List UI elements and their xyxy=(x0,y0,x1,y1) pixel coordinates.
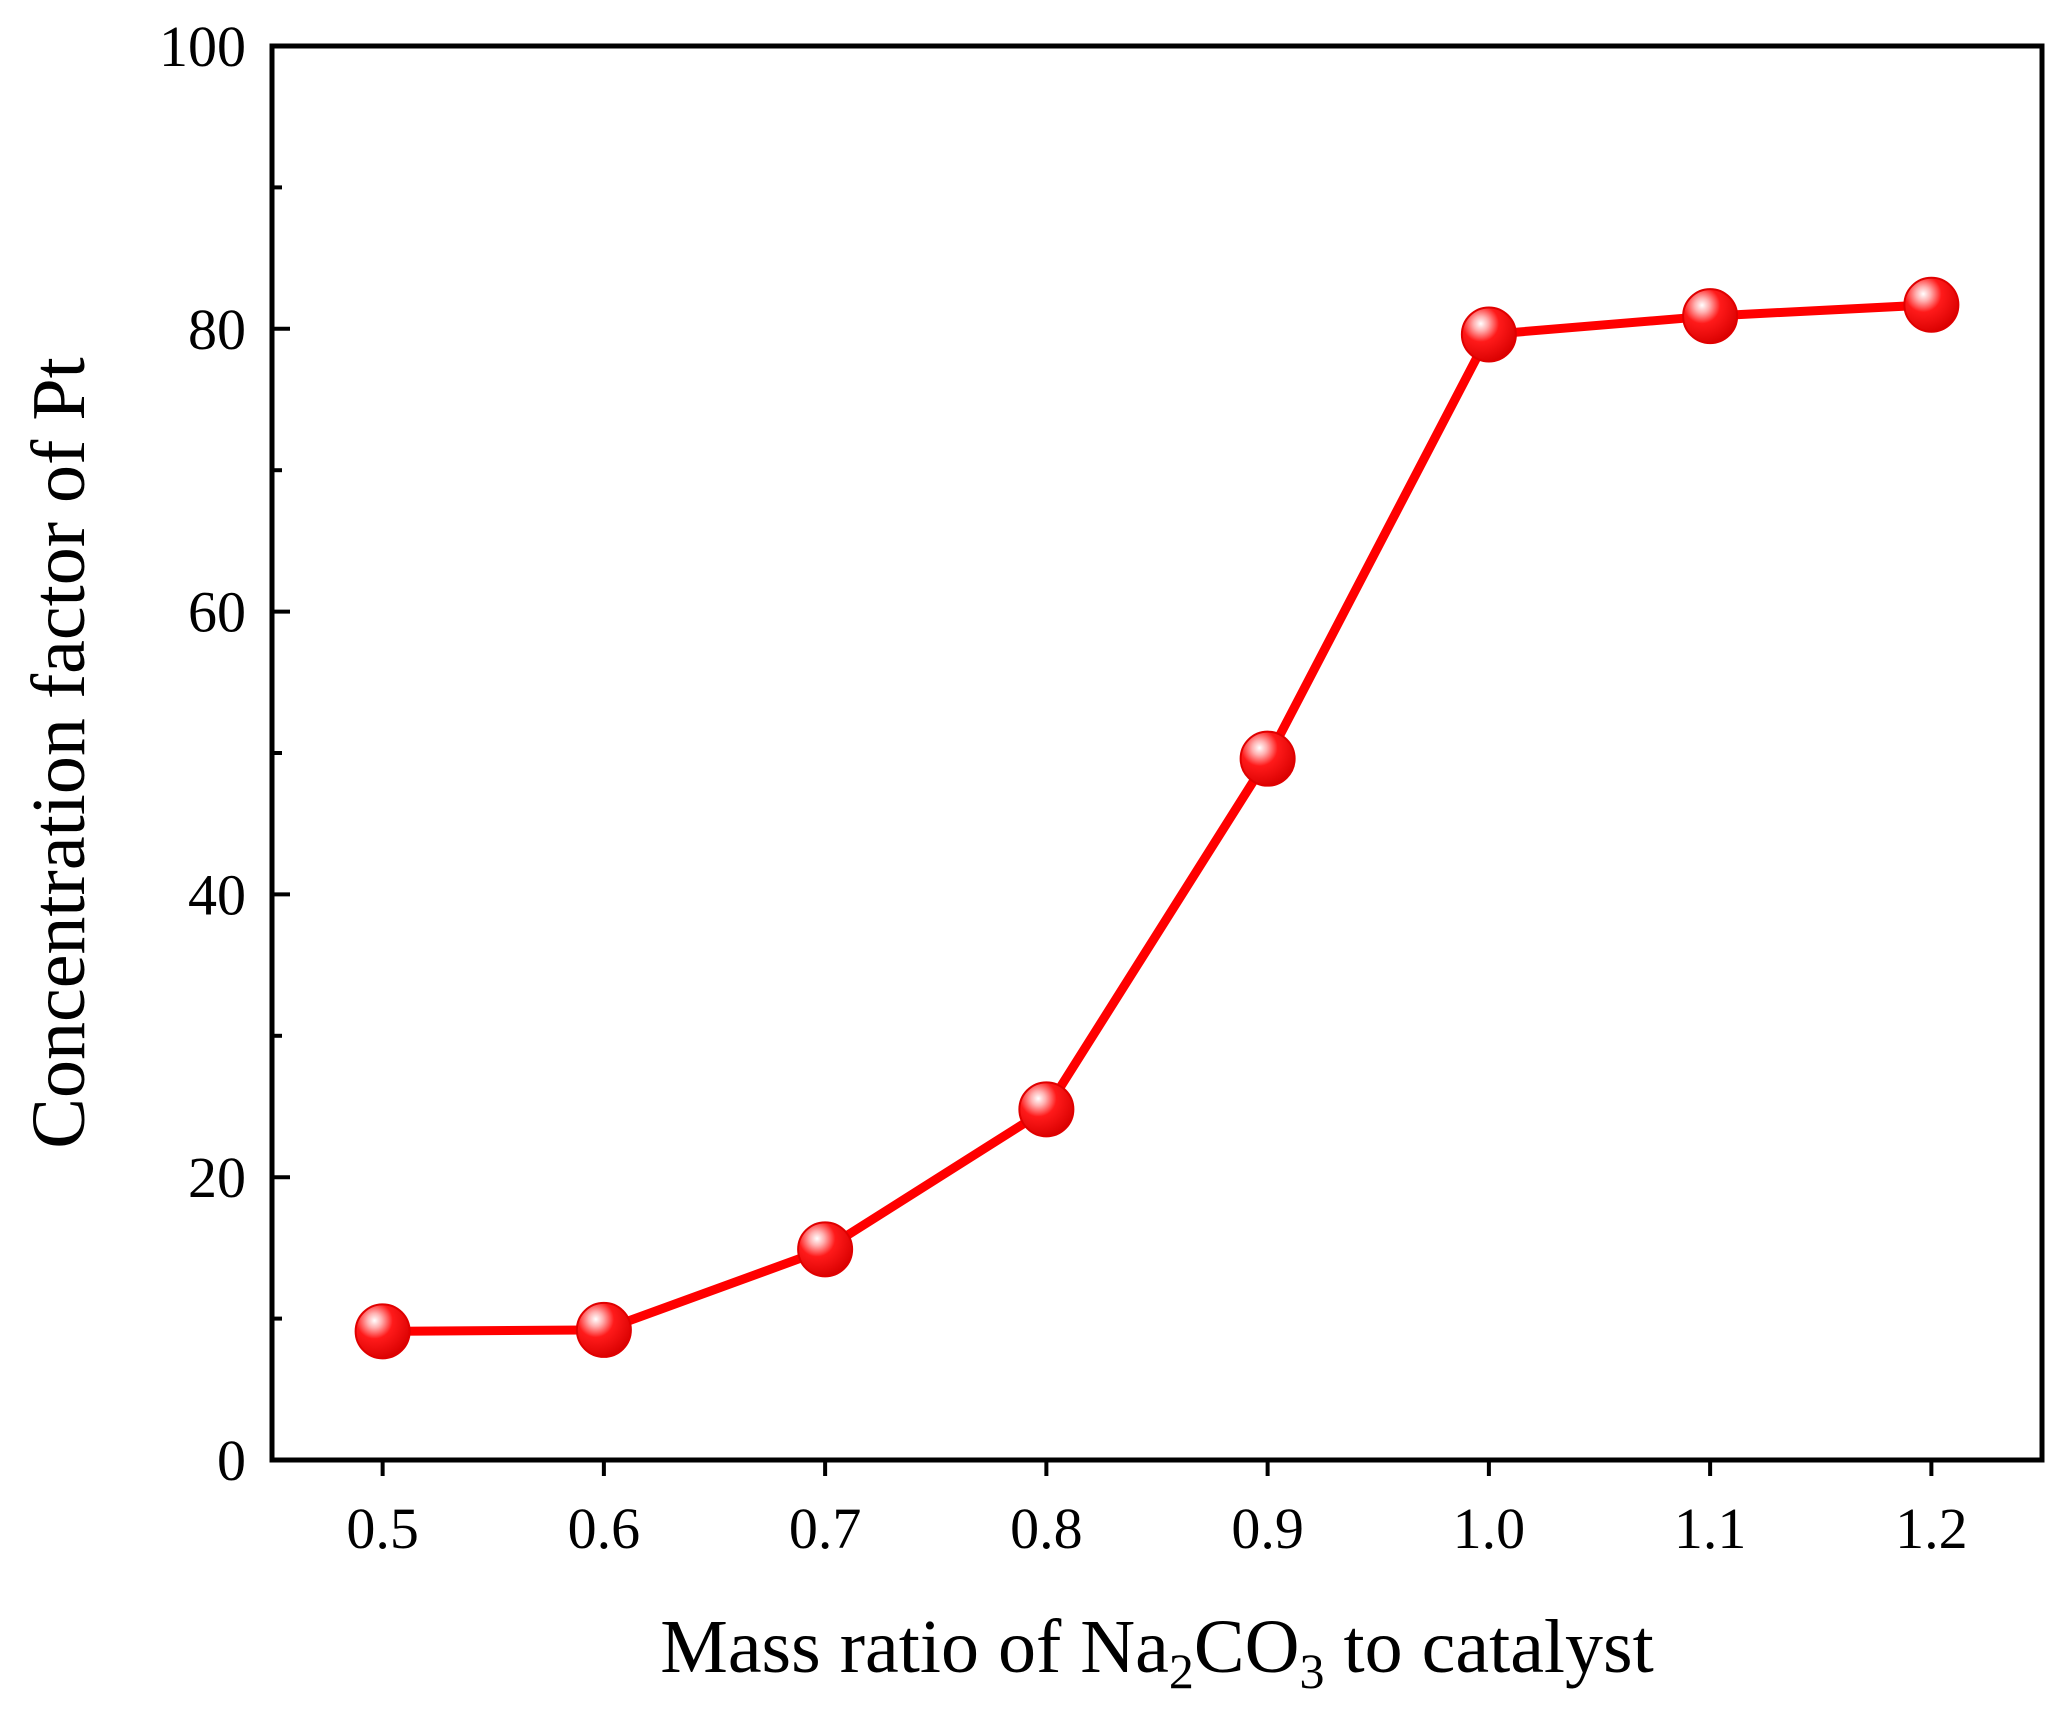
x-tick-label: 0.6 xyxy=(568,1496,641,1561)
x-axis-title-subscript: 3 xyxy=(1300,1643,1325,1699)
x-tick-label: 0.9 xyxy=(1231,1496,1304,1561)
data-point xyxy=(354,1303,411,1360)
data-point xyxy=(1018,1081,1075,1138)
x-tick-label: 1.1 xyxy=(1674,1496,1747,1561)
y-tick-label: 40 xyxy=(188,862,246,927)
plot-frame xyxy=(269,43,2045,1463)
data-point xyxy=(1682,288,1739,345)
x-tick-label: 1.0 xyxy=(1453,1496,1526,1561)
series-line xyxy=(382,300,1932,1336)
x-axis-title: Mass ratio of Na2CO3 to catalyst xyxy=(660,1605,1653,1699)
data-point xyxy=(1460,306,1517,363)
data-point xyxy=(1239,730,1296,787)
y-tick-label: 100 xyxy=(159,14,246,79)
x-tick-label: 0.7 xyxy=(789,1496,862,1561)
data-point xyxy=(575,1301,632,1358)
data-point xyxy=(1903,276,1960,333)
y-tick-label: 20 xyxy=(188,1145,246,1210)
x-axis-title-part: CO xyxy=(1194,1605,1300,1689)
data-point xyxy=(797,1221,854,1278)
y-tick-label: 60 xyxy=(188,580,246,645)
x-tick-label: 1.2 xyxy=(1895,1496,1968,1561)
x-axis-title-subscript: 2 xyxy=(1169,1643,1194,1699)
y-tick-label: 0 xyxy=(217,1428,246,1493)
y-tick-label: 80 xyxy=(188,297,246,362)
x-tick-label: 0.8 xyxy=(1010,1496,1083,1561)
x-axis-title-part: to catalyst xyxy=(1325,1605,1654,1689)
y-axis-title: Concentration factor of Pt xyxy=(17,357,101,1148)
x-axis-title-part: Mass ratio of Na xyxy=(660,1605,1169,1689)
x-tick-label: 0.5 xyxy=(346,1496,419,1561)
